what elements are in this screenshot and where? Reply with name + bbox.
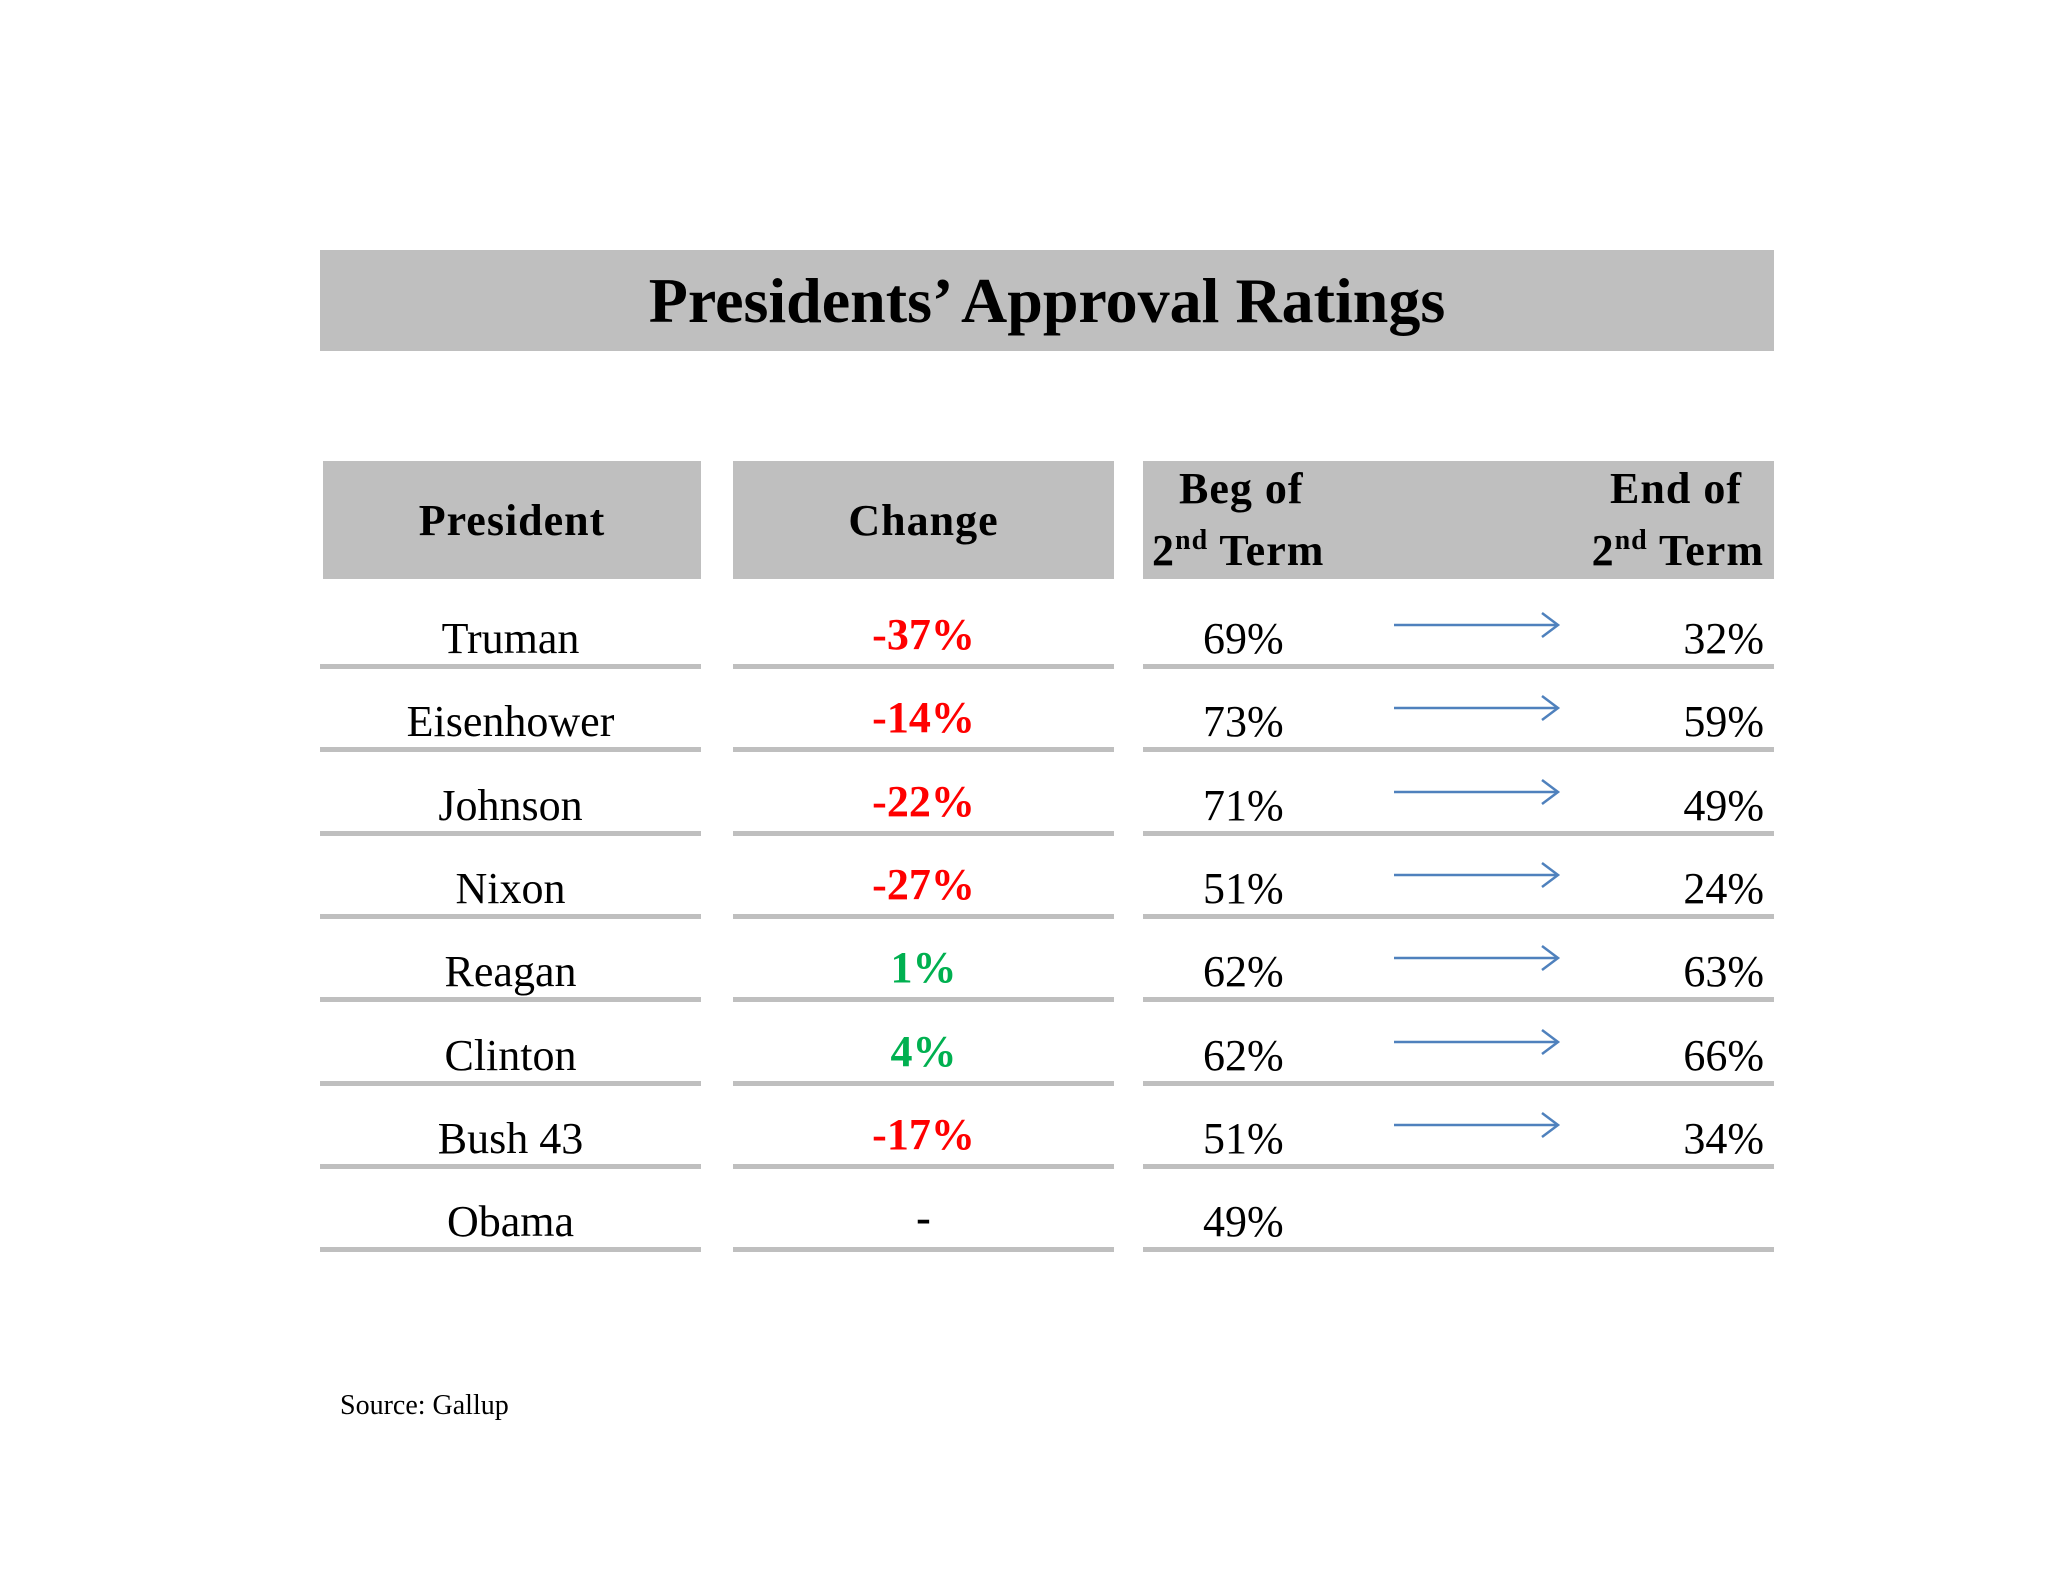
right-arrow-icon — [1392, 1021, 1562, 1055]
row-divider — [320, 997, 701, 1003]
right-arrow-icon — [1392, 854, 1562, 888]
row-divider — [320, 1080, 701, 1086]
president-name: Obama — [446, 1197, 575, 1247]
row-divider — [320, 1247, 701, 1253]
header-end-sup: nd — [1614, 525, 1648, 556]
row-divider — [733, 747, 1114, 753]
row-divider — [1143, 913, 1774, 919]
row-divider — [320, 830, 701, 836]
header-beg-sup: nd — [1175, 525, 1209, 556]
end-term-value: 32% — [1683, 614, 1764, 663]
president-name: Reagan — [444, 947, 577, 997]
beg-term-value: 69% — [1203, 614, 1284, 663]
header-end-line2: 2nd Term — [1592, 527, 1764, 573]
change-value: -14% — [872, 693, 975, 743]
president-name: Truman — [441, 614, 580, 663]
header-change: Change — [733, 461, 1114, 579]
president-name: Eisenhower — [406, 697, 615, 747]
header-beg-term: Term — [1219, 526, 1325, 575]
right-arrow-icon — [1392, 1104, 1562, 1138]
end-term-value: 24% — [1683, 863, 1764, 913]
change-value: -37% — [872, 610, 975, 659]
change-value: -27% — [872, 859, 975, 909]
row-divider — [1143, 1080, 1774, 1086]
title-bar: Presidents’ Approval Ratings — [320, 250, 1774, 351]
row-divider — [733, 997, 1114, 1003]
change-value: -22% — [872, 776, 975, 826]
beg-term-value: 51% — [1203, 863, 1284, 913]
header-end-line1: End of — [1610, 464, 1742, 513]
header-end-term: Term — [1658, 526, 1764, 575]
beg-term-value: 62% — [1203, 1030, 1284, 1080]
table-row: Eisenhower -14% 73% 59% — [0, 672, 2048, 755]
right-arrow-icon — [1392, 771, 1562, 805]
row-divider — [320, 747, 701, 753]
beg-term-value: 71% — [1203, 780, 1284, 830]
right-arrow-icon — [1392, 604, 1562, 638]
end-term-value: 59% — [1683, 697, 1764, 747]
end-term-value: 66% — [1683, 1030, 1764, 1080]
table-row: Obama - 49% — [0, 1172, 2048, 1255]
header-president: President — [323, 461, 701, 579]
right-arrow-icon — [1392, 937, 1562, 972]
row-divider — [320, 1163, 701, 1169]
row-divider — [733, 1080, 1114, 1086]
row-divider — [1143, 664, 1774, 669]
table-row: Bush 43 -17% 51% 34% — [0, 1089, 2048, 1172]
header-beg-line1: Beg of — [1179, 464, 1304, 513]
row-divider — [320, 913, 701, 919]
row-divider — [320, 664, 701, 669]
page-title: Presidents’ Approval Ratings — [648, 264, 1446, 336]
header-president-label: President — [418, 495, 606, 545]
beg-term-value: 49% — [1203, 1197, 1284, 1247]
row-divider — [733, 913, 1114, 919]
president-name: Nixon — [455, 863, 566, 913]
row-divider — [1143, 997, 1774, 1003]
change-value: 1% — [890, 943, 957, 993]
table-row: Clinton 4% 62% 66% — [0, 1006, 2048, 1089]
beg-term-value: 51% — [1203, 1113, 1284, 1163]
row-divider — [733, 1247, 1114, 1253]
end-term-value: 49% — [1683, 780, 1764, 830]
header-end-num: 2 — [1591, 526, 1615, 575]
end-term-value: 34% — [1683, 1113, 1764, 1163]
change-value: -17% — [872, 1109, 975, 1159]
header-terms: Beg of 2nd Term End of 2nd Term — [1143, 461, 1774, 579]
header-beg-line2: 2nd Term — [1152, 527, 1324, 573]
right-arrow-icon — [1392, 687, 1562, 722]
table-row: Truman -37% 69% 32% — [0, 589, 2048, 672]
row-divider — [733, 830, 1114, 836]
header-beg-num: 2 — [1152, 526, 1175, 575]
row-divider — [1143, 747, 1774, 753]
president-name: Johnson — [438, 780, 583, 830]
table-row: Reagan 1% 62% 63% — [0, 922, 2048, 1005]
row-divider — [733, 1163, 1114, 1169]
row-divider — [1143, 1247, 1774, 1253]
president-name: Bush 43 — [437, 1113, 584, 1163]
row-divider — [1143, 1163, 1774, 1169]
change-value: - — [916, 1193, 931, 1243]
table-row: Johnson -22% 71% 49% — [0, 756, 2048, 839]
row-divider — [1143, 830, 1774, 836]
change-value: 4% — [890, 1026, 957, 1076]
table-row: Nixon -27% 51% 24% — [0, 839, 2048, 922]
beg-term-value: 73% — [1203, 697, 1284, 747]
beg-term-value: 62% — [1203, 947, 1284, 997]
header-change-label: Change — [848, 495, 999, 545]
president-name: Clinton — [444, 1030, 577, 1080]
source-note: Source: Gallup — [340, 1390, 509, 1421]
end-term-value: 63% — [1683, 947, 1764, 997]
row-divider — [733, 664, 1114, 669]
